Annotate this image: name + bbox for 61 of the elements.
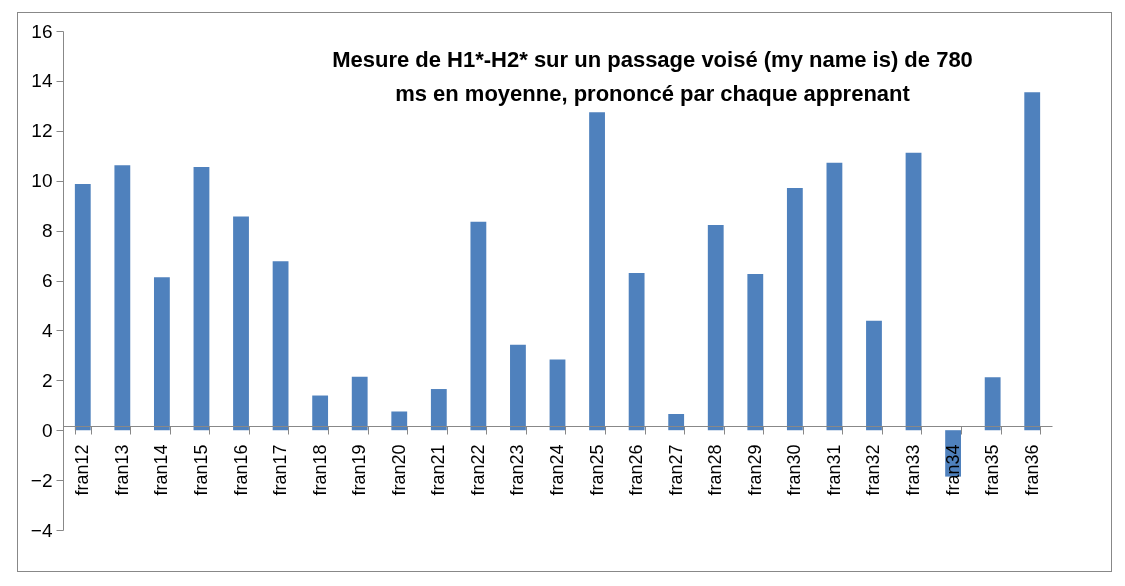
bar xyxy=(786,187,803,431)
x-tick-label: fran19 xyxy=(349,444,370,496)
x-tick-label: fran15 xyxy=(190,444,211,496)
y-tick-label: 14 xyxy=(31,70,53,92)
bar xyxy=(153,277,170,431)
x-tick-label: fran18 xyxy=(309,444,330,496)
x-tick-label: fran13 xyxy=(111,444,132,496)
bar xyxy=(114,165,131,431)
x-tick-label: fran21 xyxy=(428,444,449,496)
y-tick-label: 4 xyxy=(41,319,53,341)
y-tick-label: 2 xyxy=(41,369,53,391)
x-tick-label: fran33 xyxy=(903,444,924,496)
x-tick-label: fran20 xyxy=(388,444,409,496)
bar xyxy=(272,261,289,431)
x-tick-label: fran25 xyxy=(586,444,607,496)
bar xyxy=(905,152,922,431)
bar xyxy=(866,320,882,431)
y-tick-label: 8 xyxy=(41,220,53,242)
bar xyxy=(351,376,368,431)
x-tick-label: fran22 xyxy=(467,444,488,496)
bar xyxy=(510,344,526,431)
x-tick-label: fran27 xyxy=(665,444,686,496)
bar xyxy=(193,166,210,431)
x-tick-label: fran14 xyxy=(151,444,172,496)
x-tick-label: fran30 xyxy=(784,444,805,496)
bar xyxy=(747,274,764,431)
bar xyxy=(628,273,645,431)
text: Mesure de H1*-H2* sur un passage voisé (my name is) de 780 ms en moyenne, prononcé par chaque apprenant xyxy=(332,47,973,106)
x-tick-label: fran32 xyxy=(863,444,884,496)
x-tick-label: fran29 xyxy=(744,444,765,496)
x-tick-label: fran31 xyxy=(823,444,844,496)
bar xyxy=(470,221,487,431)
y-tick-label: 6 xyxy=(41,270,53,291)
y-tick-label: 16 xyxy=(31,20,53,42)
y-tick-label: 10 xyxy=(31,170,53,192)
x-tick-label: fran26 xyxy=(626,444,647,496)
x-tick-label: fran34 xyxy=(942,444,963,496)
x-tick-label: fran16 xyxy=(230,444,251,496)
y-tick-label: 12 xyxy=(31,120,53,142)
y-tick-label: −4 xyxy=(30,519,53,541)
y-tick-label: −2 xyxy=(30,469,53,491)
x-tick-label: fran12 xyxy=(72,444,93,496)
bar xyxy=(549,359,566,431)
bar xyxy=(233,216,249,431)
bar xyxy=(1024,92,1041,431)
x-tick-label: fran17 xyxy=(270,444,291,496)
x-tick-label: fran28 xyxy=(705,444,726,496)
bar xyxy=(430,389,447,431)
x-tick-label: fran23 xyxy=(507,444,528,496)
bar xyxy=(984,377,1001,431)
bar xyxy=(74,183,91,431)
bar xyxy=(312,395,329,431)
bar xyxy=(391,411,408,431)
x-tick-label: fran24 xyxy=(547,444,567,496)
y-tick-label: 0 xyxy=(41,419,53,441)
x-tick-label: fran36 xyxy=(1021,444,1042,496)
bar xyxy=(707,225,724,431)
x-tick-label: fran35 xyxy=(982,444,1003,496)
bar xyxy=(826,162,843,431)
bar xyxy=(668,413,685,431)
bar xyxy=(589,112,605,431)
